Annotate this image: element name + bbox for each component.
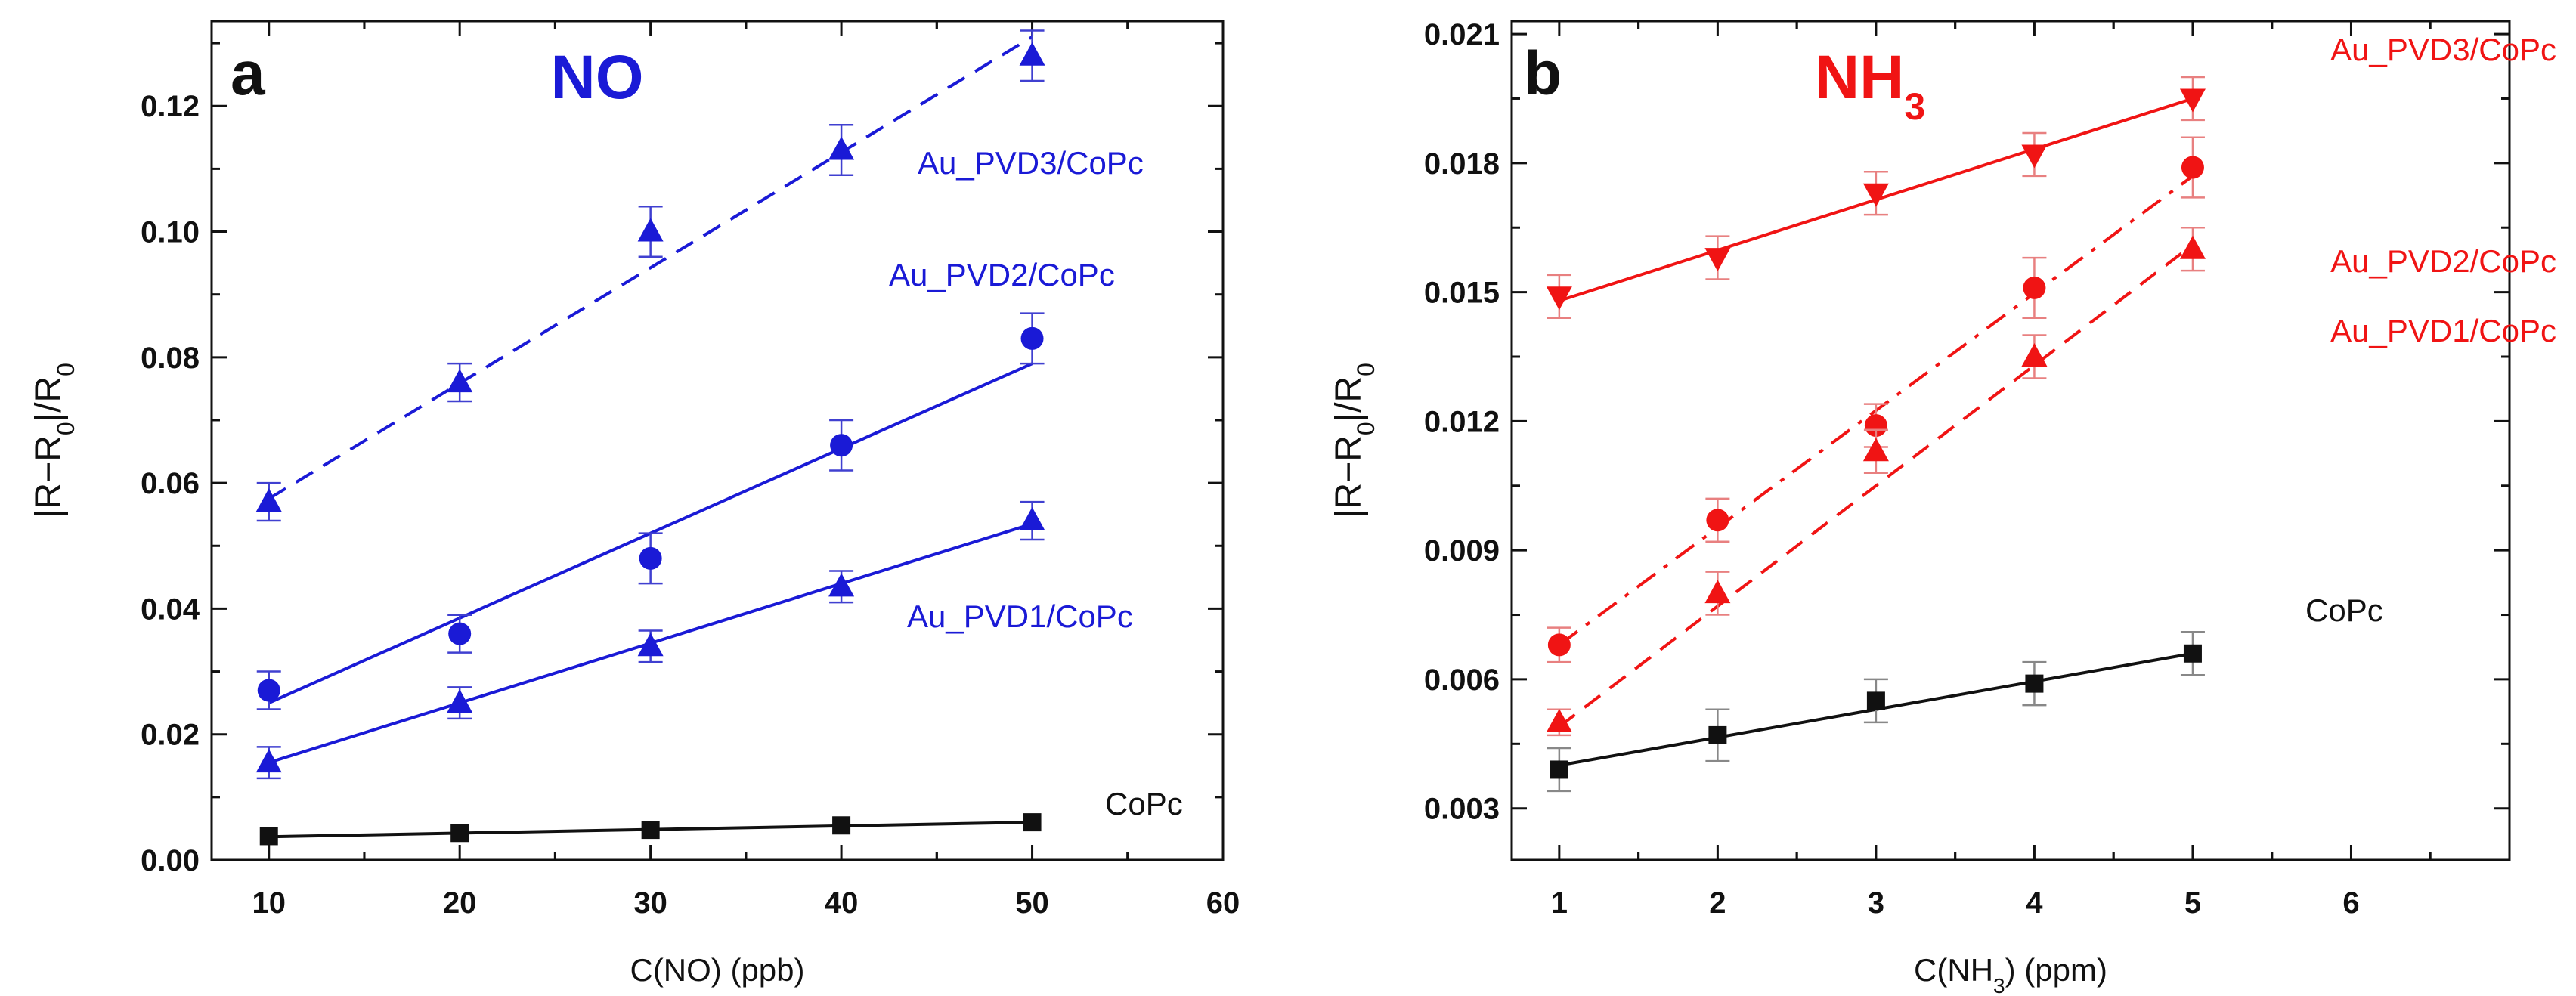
data-point: [2023, 276, 2046, 299]
series-label: Au_PVD2/CoPc: [889, 257, 1115, 292]
y-tick-label: 0.00: [141, 844, 200, 877]
data-point: [1866, 691, 1885, 710]
data-point: [2179, 235, 2206, 259]
data-point: [1862, 183, 1889, 207]
y-tick-label: 0.021: [1424, 18, 1500, 51]
x-axis-label: C(NO) (ppb): [630, 952, 804, 988]
y-tick-label: 0.04: [141, 592, 200, 626]
data-point: [832, 816, 851, 835]
data-point: [637, 633, 664, 657]
data-point: [2181, 156, 2204, 179]
data-point: [828, 136, 855, 160]
series-label: CoPc: [2305, 592, 2383, 628]
series-label: Au_PVD3/CoPc: [2330, 32, 2556, 67]
data-point: [259, 827, 278, 846]
data-point: [447, 369, 473, 393]
y-tick-label: 0.10: [141, 216, 200, 249]
data-point: [2179, 88, 2206, 113]
data-point: [637, 218, 664, 242]
x-tick-label: 10: [252, 886, 286, 920]
series-au-pvd1-copc: [1546, 226, 2206, 737]
fit-line: [268, 36, 1033, 500]
panel-letter: a: [231, 39, 266, 108]
data-point: [1550, 760, 1568, 779]
plot-frame: [210, 20, 1225, 861]
series-label: CoPc: [1105, 786, 1183, 821]
series-label: Au_PVD3/CoPc: [918, 145, 1144, 181]
series-au-pvd2-copc: [256, 312, 1045, 710]
x-tick-label: 1: [1551, 886, 1568, 920]
y-tick-label: 0.003: [1424, 793, 1500, 826]
y-tick-label: 0.018: [1424, 147, 1500, 181]
data-point: [2025, 674, 2044, 693]
data-point: [255, 749, 282, 773]
data-point: [639, 546, 662, 570]
chart-b-svg: 1 2 3 4 5 6 0.003 0.006 0.009 0.012 0.015 0.018 0.02…: [1329, 18, 2556, 996]
x-tick-label: 6: [2342, 886, 2359, 920]
data-point: [2183, 644, 2202, 663]
y-tick-label: 0.006: [1424, 663, 1500, 697]
x-tick-label: 60: [1206, 886, 1240, 920]
x-tick-label: 4: [2026, 886, 2043, 920]
y-tick-label: 0.12: [141, 90, 200, 123]
data-point: [1546, 708, 1572, 732]
y-tick-label: 0.009: [1424, 534, 1500, 568]
data-point: [830, 434, 853, 457]
y-axis-label: |R−R0|/R0: [1329, 363, 1379, 518]
data-point: [1706, 509, 1729, 532]
y-tick-label: 0.015: [1424, 277, 1500, 310]
chart-a-svg: 10 20 30 40 50 60 0.00 0.02 0.04 0.06 0.08 0.10 0.12…: [29, 20, 1240, 988]
x-axis-label: C(NH3) (ppm): [1914, 952, 2107, 996]
chart-title: NO: [551, 43, 644, 112]
data-point: [1023, 813, 1042, 832]
data-point: [2021, 343, 2048, 367]
data-point: [447, 689, 473, 713]
series-au-pvd3-copc: [1546, 76, 2206, 320]
y-tick-label: 0.06: [141, 467, 200, 500]
series-au-pvd2-copc: [1547, 136, 2205, 663]
y-axis-label: |R−R0|/R0: [29, 363, 79, 518]
data-point: [1019, 507, 1045, 531]
x-tick-label: 20: [443, 886, 477, 920]
data-point: [1708, 725, 1727, 744]
data-point: [1020, 326, 1044, 350]
data-point: [1864, 414, 1887, 438]
data-point: [1019, 42, 1045, 66]
plot-frame: [1510, 20, 2511, 861]
series-copc: [259, 813, 1042, 846]
data-point: [1546, 286, 1572, 311]
series-label: Au_PVD1/CoPc: [2330, 313, 2556, 348]
x-tick-label: 40: [825, 886, 859, 920]
y-tick-label: 0.08: [141, 342, 200, 375]
data-point: [1704, 248, 1731, 272]
x-tick-label: 30: [633, 886, 667, 920]
data-point: [828, 573, 855, 597]
data-point: [1547, 633, 1571, 657]
x-tick-label: 50: [1015, 886, 1049, 920]
x-tick-label: 3: [1868, 886, 1884, 920]
chart-panel-b: 1 2 3 4 5 6 0.003 0.006 0.009 0.012 0.015 0.018 0.02…: [1288, 0, 2576, 996]
x-tick-label: 2: [1709, 886, 1726, 920]
data-point: [1704, 580, 1731, 604]
series-au-pvd3-copc: [255, 29, 1045, 522]
data-point: [257, 679, 280, 702]
chart-title: NH3: [1815, 43, 1925, 128]
fit-line: [1558, 243, 2194, 728]
y-tick-label: 0.012: [1424, 405, 1500, 438]
series-label: Au_PVD1/CoPc: [907, 599, 1133, 634]
data-point: [450, 824, 469, 843]
series-au-pvd1-copc: [255, 500, 1045, 780]
series-copc: [1547, 631, 2205, 793]
data-point: [448, 622, 472, 645]
x-tick-label: 5: [2184, 886, 2201, 920]
y-tick-label: 0.02: [141, 719, 200, 752]
panel-letter: b: [1524, 39, 1562, 108]
data-point: [2021, 144, 2048, 169]
data-point: [255, 488, 282, 512]
data-point: [641, 821, 660, 840]
series-label: Au_PVD2/CoPc: [2330, 243, 2556, 279]
chart-panel-a: 10 20 30 40 50 60 0.00 0.02 0.04 0.06 0.08 0.10 0.12…: [29, 20, 1240, 988]
data-point: [1862, 438, 1889, 462]
